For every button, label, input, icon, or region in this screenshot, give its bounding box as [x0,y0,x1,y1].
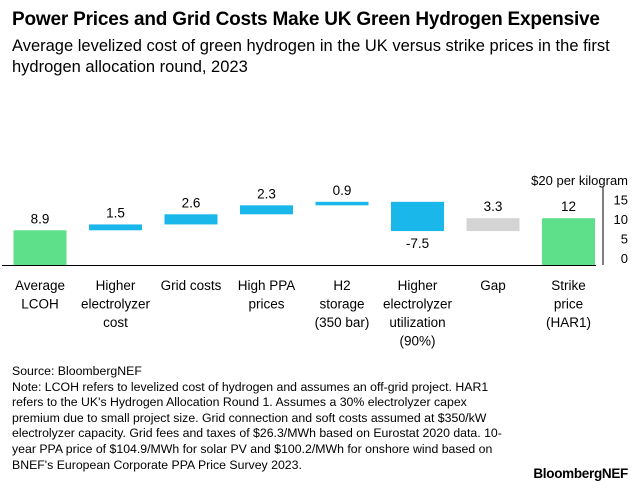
category-label-1-2: cost [103,315,128,330]
category-label-6-0: Gap [480,278,506,293]
y-tick-label-0: 0 [621,251,628,266]
bar-1 [89,224,142,231]
bar-6 [466,218,520,232]
data-label-6: 3.3 [484,199,503,214]
category-label-0-0: Average [15,278,65,293]
bar-4 [315,201,369,206]
chart-subtitle: Average levelized cost of green hydrogen… [12,37,610,76]
category-label-1-1: electrolyzer [81,297,151,312]
y-tick-label-2: 10 [614,212,628,227]
category-label-3-0: High PPA [238,278,296,293]
y-tick-label-1: 5 [621,232,628,247]
category-label-5-0: Higher [398,278,438,293]
chart-title: Power Prices and Grid Costs Make UK Gree… [12,9,600,30]
bar-5 [391,201,444,232]
data-label-3: 2.3 [257,186,276,201]
source-notes: Source: BloombergNEF Note: LCOH refers t… [12,364,512,473]
note-text: Note: LCOH refers to levelized cost of h… [12,379,502,472]
category-label-5-3: (90%) [399,334,435,349]
category-label-2-0: Grid costs [161,278,222,293]
category-label-4-1: storage [319,297,364,312]
bar-7 [542,218,595,265]
brand-logo: BloombergNEF [533,466,628,481]
category-label-4-0: H2 [333,278,350,293]
category-label-7-0: Strike [551,278,586,293]
data-label-7: 12 [561,199,576,214]
data-label-4: 0.9 [333,183,352,198]
bar-2 [164,214,218,225]
category-label-5-2: utilization [389,315,445,330]
data-label-2: 2.6 [182,195,201,210]
category-label-7-2: (HAR1) [546,315,591,330]
data-label-5: -7.5 [406,236,429,251]
bar-3 [240,205,293,215]
data-label-1: 1.5 [106,205,125,220]
category-label-5-1: electrolyzer [383,297,453,312]
category-label-4-2: (350 bar) [315,315,370,330]
category-label-1-0: Higher [96,278,136,293]
data-label-0: 8.9 [31,211,50,226]
bar-0 [13,230,67,265]
waterfall-chart: 8.9 Average LCOH 1.5 Higher electrolyzer cost 2… [2,173,628,349]
y-tick-label-3: 15 [614,193,628,208]
y-unit-label: $20 per kilogram [531,173,628,188]
category-label-3-1: prices [248,297,284,312]
category-label-0-1: LCOH [21,297,59,312]
source-text: Source: BloombergNEF [12,364,142,378]
category-label-7-1: price [554,297,583,312]
